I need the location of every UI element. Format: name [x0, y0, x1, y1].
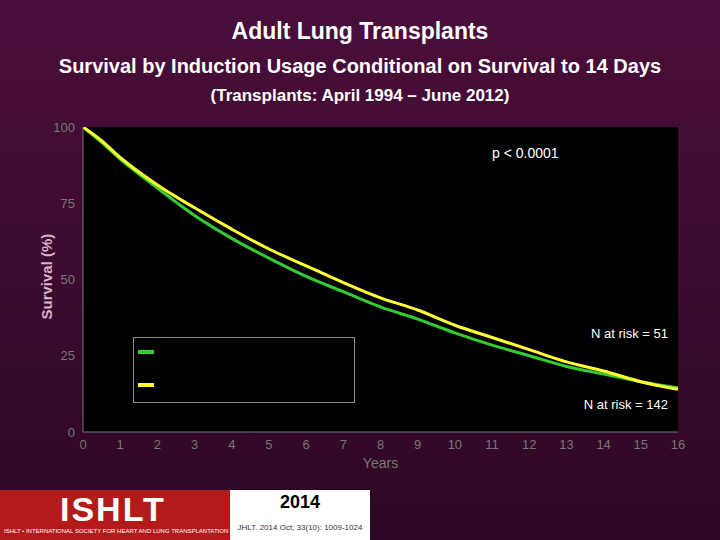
svg-text:50: 50: [61, 272, 75, 287]
html-text:N at risk = 51: N at risk = 51: [591, 325, 668, 341]
svg-text:Years: Years: [363, 455, 398, 471]
svg-text:4: 4: [228, 437, 235, 452]
html-text:Adult Lung Transplants: Adult Lung Transplants: [231, 18, 489, 44]
svg-text:15: 15: [634, 437, 648, 452]
svg-text:11: 11: [485, 437, 499, 452]
html-text:ISHLT: ISHLT: [60, 490, 166, 528]
svg-text:7: 7: [340, 437, 347, 452]
svg-text:3: 3: [191, 437, 198, 452]
svg-text:12: 12: [522, 437, 536, 452]
svg-text:25: 25: [61, 348, 75, 363]
svg-text:0: 0: [68, 425, 75, 440]
html-text:N at risk = 142: N at risk = 142: [583, 397, 668, 413]
svg-text:9: 9: [414, 437, 421, 452]
html-text:ISHLT • INTERNATIONAL SOCIETY: ISHLT • INTERNATIONAL SOCIETY FOR HEART …: [4, 528, 229, 534]
html-text:JHLT. 2014 Oct; 33(10): 1009-1: JHLT. 2014 Oct; 33(10): 1009-1024: [237, 523, 363, 532]
svg-text:1: 1: [117, 437, 124, 452]
svg-text:0: 0: [79, 437, 86, 452]
svg-text:14: 14: [596, 437, 610, 452]
svg-text:10: 10: [448, 437, 462, 452]
svg-text:100: 100: [53, 120, 75, 135]
svg-text:Survival (%): Survival (%): [38, 234, 55, 320]
svg-text:75: 75: [61, 196, 75, 211]
html-text:(Transplants: April 1994 – Jun: (Transplants: April 1994 – June 2012): [210, 86, 510, 105]
html-text:Survival by Induction Usage Co: Survival by Induction Usage Conditional …: [58, 55, 662, 77]
html-text:p < 0.0001: p < 0.0001: [492, 145, 559, 162]
svg-text:13: 13: [559, 437, 573, 452]
svg-text:5: 5: [265, 437, 272, 452]
svg-text:8: 8: [377, 437, 384, 452]
svg-text:6: 6: [303, 437, 310, 452]
svg-text:16: 16: [671, 437, 685, 452]
html-text:2014: 2014: [280, 492, 320, 512]
svg-text:2: 2: [154, 437, 161, 452]
